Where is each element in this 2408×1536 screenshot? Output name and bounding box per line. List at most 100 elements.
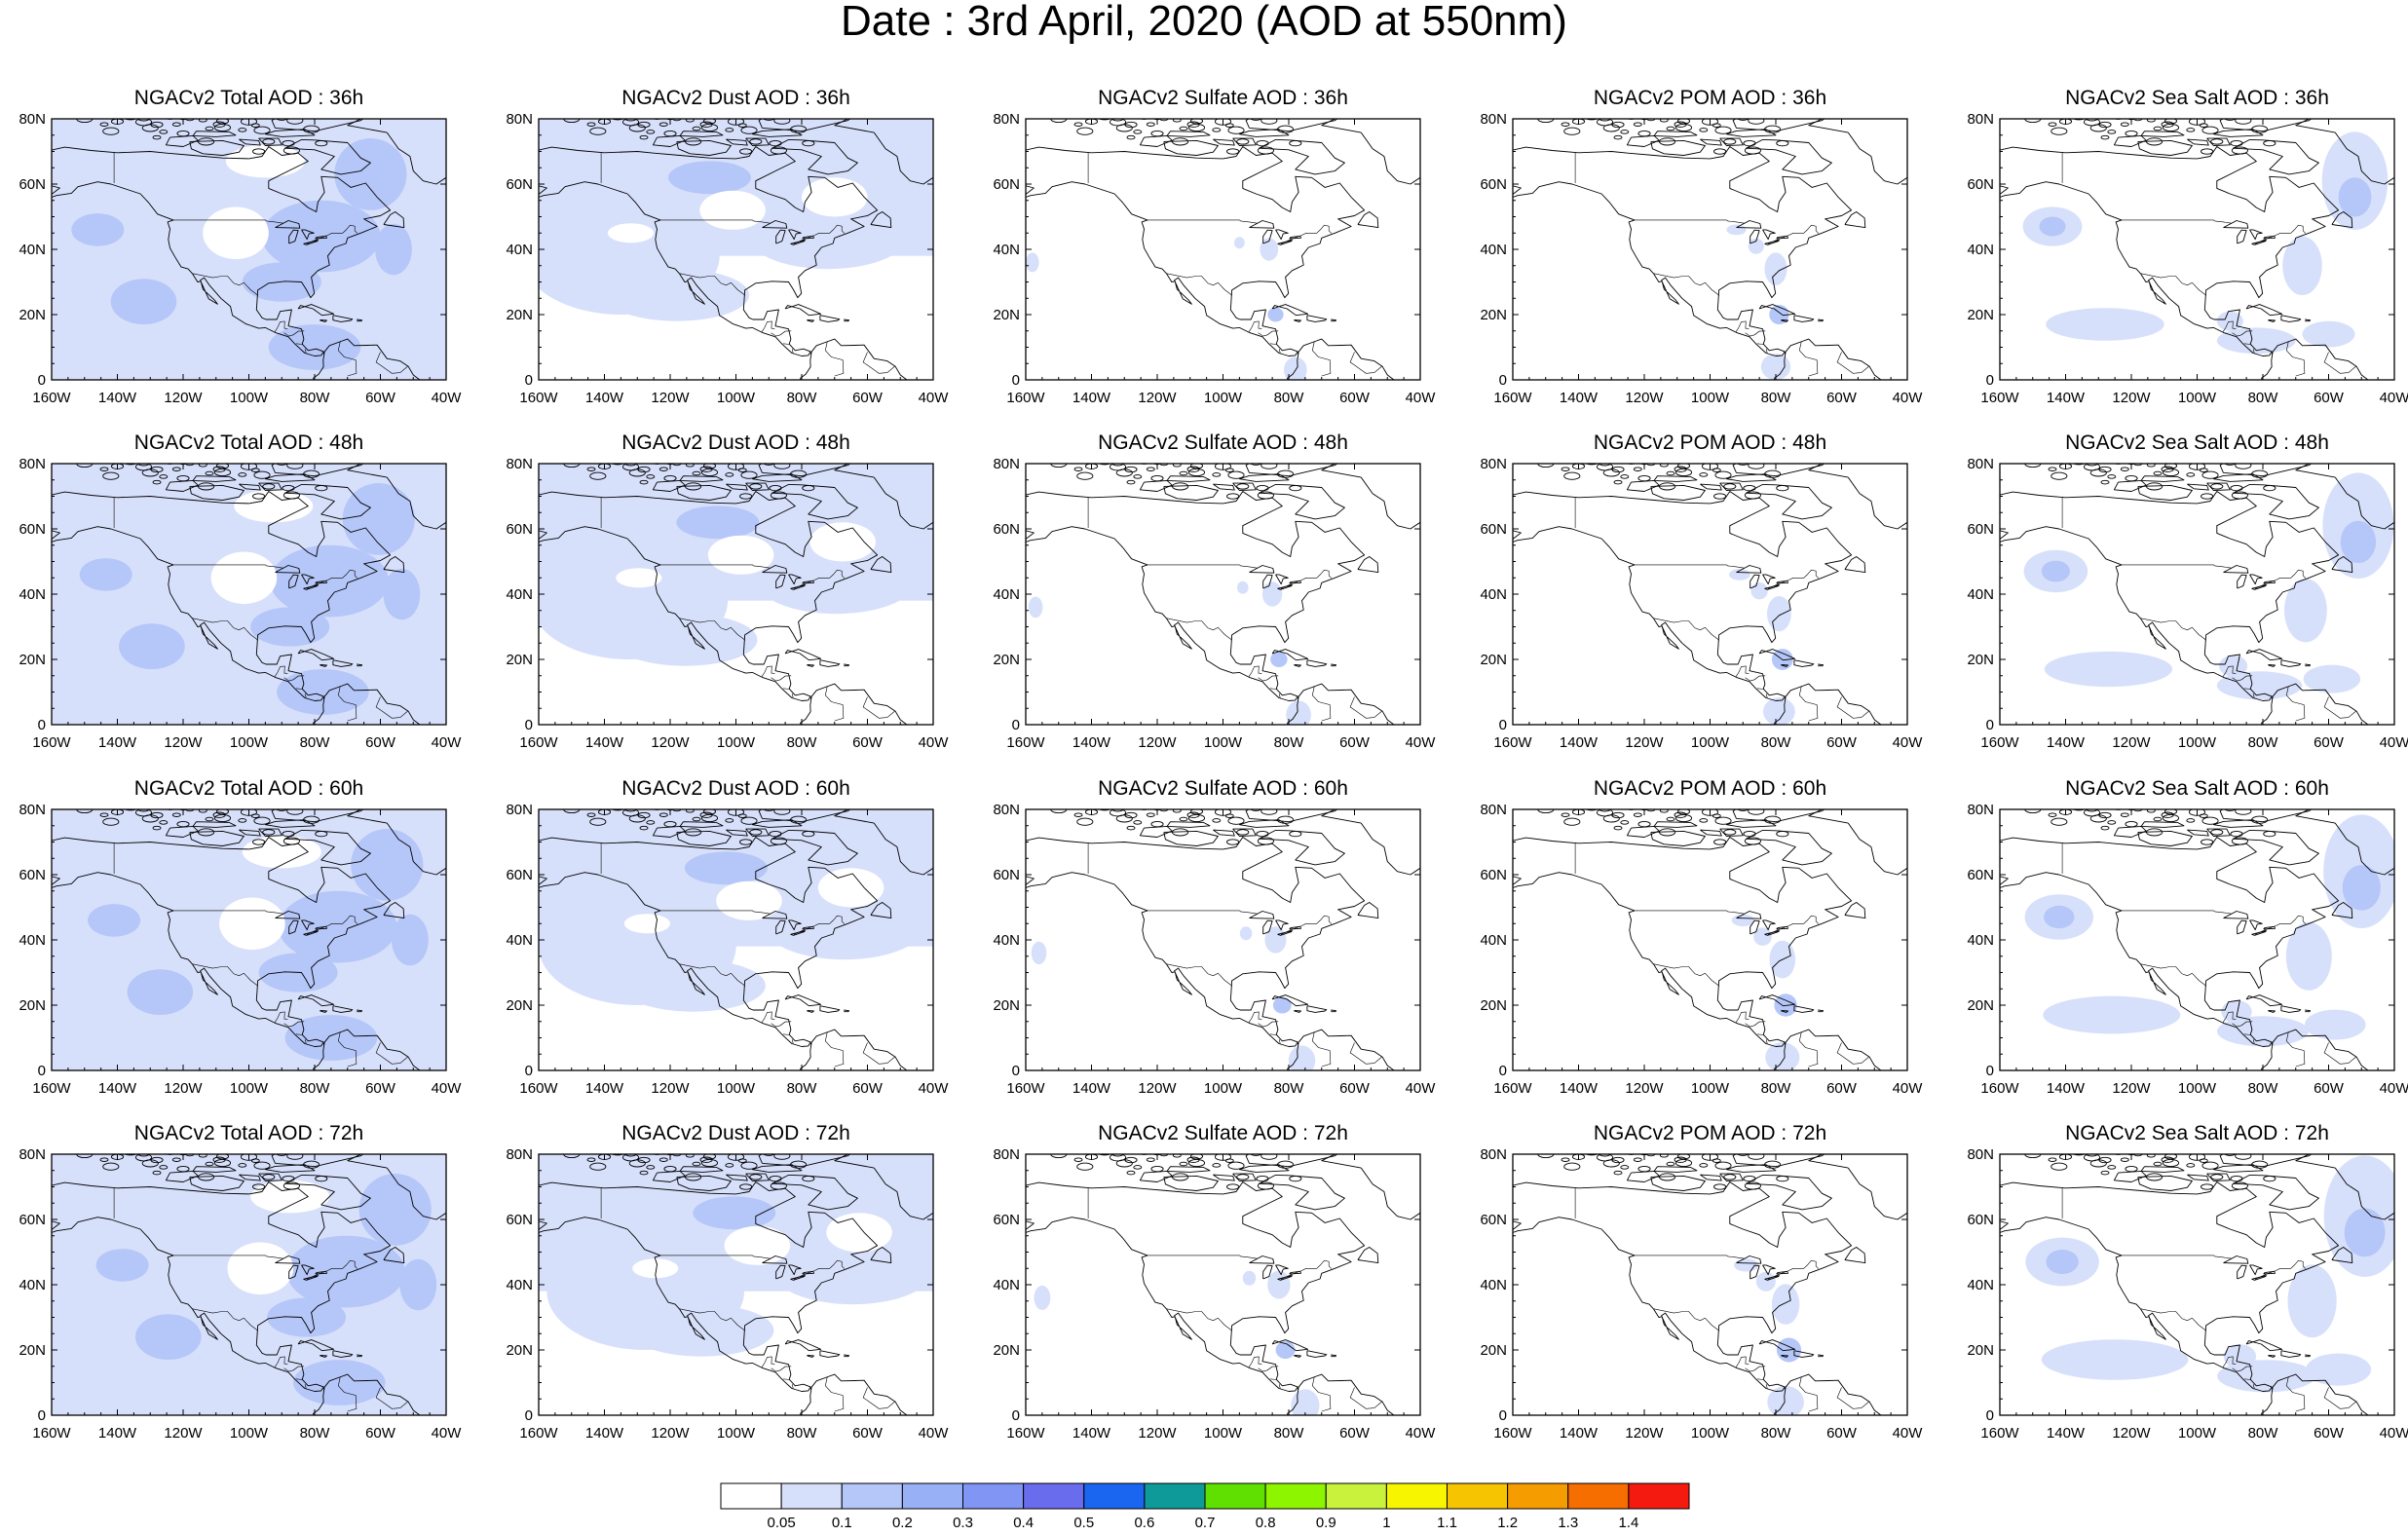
colorbar-swatch (1326, 1483, 1386, 1509)
aod-region (2343, 865, 2381, 911)
panel-title: NGACv2 Sea Salt AOD : 72h (1997, 1121, 2397, 1146)
y-tick-label: 60N (19, 1212, 46, 1228)
colorbar-swatch (1205, 1483, 1265, 1509)
y-tick-label: 80N (506, 802, 533, 818)
x-tick-label: 100W (230, 734, 269, 751)
y-tick-label: 0 (1012, 1407, 1020, 1424)
y-tick-label: 0 (1012, 372, 1020, 389)
aod-region (226, 145, 305, 178)
x-tick-label: 140W (98, 734, 137, 751)
y-tick-label: 60N (19, 867, 46, 883)
aod-region (2042, 1339, 2189, 1380)
x-tick-label: 100W (1691, 734, 1730, 751)
y-tick-label: 60N (506, 1212, 533, 1228)
aod-region (1240, 926, 1253, 940)
map-background (1026, 119, 1420, 380)
x-tick-label: 140W (1560, 734, 1599, 751)
aod-region (250, 1180, 329, 1214)
x-tick-label: 60W (852, 734, 884, 751)
x-tick-label: 120W (1138, 390, 1177, 406)
island-outline (575, 459, 583, 463)
y-tick-label: 40N (1967, 242, 1994, 258)
aod-region (676, 506, 759, 539)
x-tick-label: 40W (919, 734, 950, 751)
x-tick-label: 60W (365, 390, 396, 406)
x-tick-label: 80W (1274, 1080, 1305, 1097)
colorbar-swatch (1386, 1483, 1447, 1509)
y-tick-label: 40N (506, 932, 533, 949)
aod-region (1765, 1042, 1799, 1072)
x-tick-label: 40W (919, 1080, 950, 1097)
colorbar-label: 1.1 (1437, 1515, 1457, 1531)
aod-region (359, 1174, 432, 1246)
aod-region (1750, 582, 1767, 599)
aod-region (228, 1243, 294, 1295)
x-tick-label: 140W (1072, 1080, 1111, 1097)
island-outline (88, 1149, 95, 1153)
x-tick-label: 100W (2178, 1080, 2217, 1097)
panel-title: NGACv2 Sea Salt AOD : 48h (1997, 431, 2397, 456)
aod-region (2303, 321, 2355, 348)
y-tick-label: 60N (506, 521, 533, 538)
aod-region (1234, 237, 1245, 248)
aod-region (1273, 997, 1292, 1014)
colorbar-label: 0.2 (892, 1515, 913, 1531)
x-tick-label: 80W (787, 1425, 818, 1442)
colorbar-label: 0.3 (953, 1515, 973, 1531)
x-tick-label: 60W (2314, 734, 2345, 751)
aod-region (2345, 1209, 2386, 1257)
x-tick-label: 80W (1761, 734, 1792, 751)
x-tick-label: 160W (1980, 1080, 2019, 1097)
x-tick-label: 160W (32, 1080, 71, 1097)
aod-region (2046, 1250, 2078, 1274)
colorbar-swatch (1265, 1483, 1326, 1509)
y-tick-label: 0 (525, 1063, 533, 1079)
y-tick-label: 80N (19, 456, 46, 472)
aod-region (1265, 926, 1287, 953)
map-background (1026, 464, 1420, 725)
island-outline (88, 805, 95, 808)
y-tick-label: 80N (993, 456, 1020, 472)
y-tick-label: 40N (506, 242, 533, 258)
island-outline (88, 114, 95, 118)
x-tick-label: 120W (1138, 734, 1177, 751)
x-tick-label: 140W (585, 1080, 624, 1097)
x-tick-label: 80W (1274, 390, 1305, 406)
y-tick-label: 0 (1986, 372, 1994, 389)
x-tick-label: 100W (230, 390, 269, 406)
aod-region (2304, 665, 2360, 693)
x-tick-label: 60W (1826, 734, 1858, 751)
x-tick-label: 60W (852, 1425, 884, 1442)
aod-region (1243, 1271, 1256, 1286)
x-tick-label: 160W (32, 1425, 71, 1442)
aod-region (716, 881, 782, 920)
aod-region (1267, 308, 1283, 322)
y-tick-label: 80N (1480, 802, 1507, 818)
aod-region (613, 614, 758, 666)
aod-region (88, 904, 140, 937)
y-tick-label: 60N (1480, 867, 1507, 883)
y-tick-label: 0 (1986, 1407, 1994, 1424)
y-tick-label: 40N (19, 586, 46, 603)
x-tick-label: 120W (651, 390, 690, 406)
colorbar-label: 0.9 (1316, 1515, 1336, 1531)
island-outline (1062, 114, 1070, 118)
x-tick-label: 160W (32, 390, 71, 406)
aod-region (392, 915, 429, 966)
aod-region (668, 161, 751, 194)
y-tick-label: 20N (506, 1342, 533, 1359)
y-tick-label: 0 (1499, 1063, 1507, 1079)
